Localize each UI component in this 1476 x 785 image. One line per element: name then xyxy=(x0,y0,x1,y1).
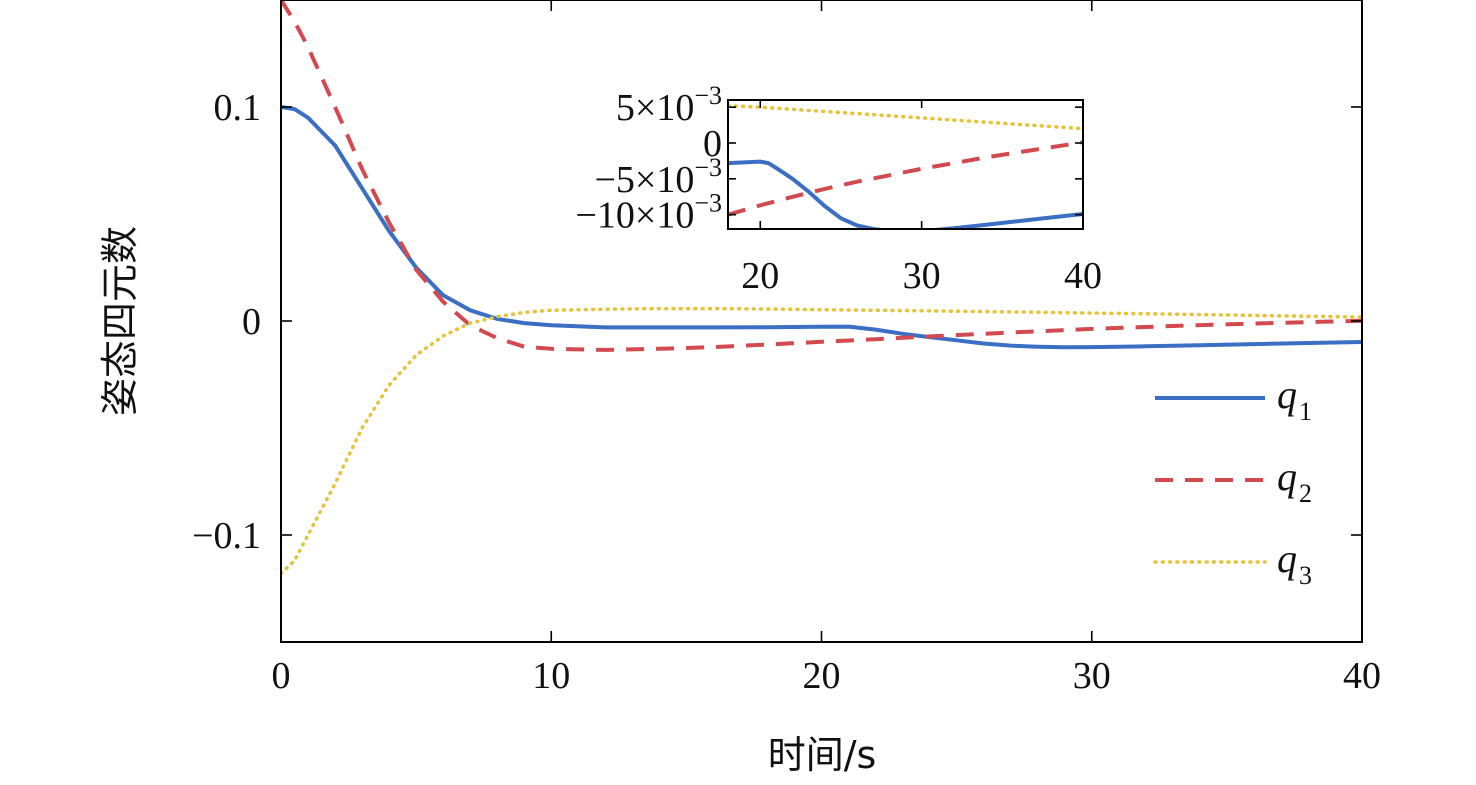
legend-label-q3: q3 xyxy=(1277,536,1312,590)
series-line-q1 xyxy=(281,105,1362,350)
series-line-q2 xyxy=(281,0,1362,352)
inset-x-tick-label: 30 xyxy=(903,255,941,297)
inset-series-line-q1 xyxy=(728,159,1083,229)
main-series-group xyxy=(281,0,1362,576)
inset-series-line-q2 xyxy=(728,140,1083,217)
y-tick-label: 0.1 xyxy=(214,87,262,129)
inset-y-tick-label: −5×10−3 xyxy=(594,153,722,201)
inset-y-tick-label: −10×10−3 xyxy=(575,189,722,237)
x-tick-label: 20 xyxy=(803,655,841,697)
x-tick-label: 0 xyxy=(272,655,291,697)
y-tick-label: 0 xyxy=(242,301,261,343)
x-axis-label: 时间/s xyxy=(768,733,877,777)
inset-y-tick-label: 5×10−3 xyxy=(616,81,722,129)
x-tick-label: 30 xyxy=(1073,655,1111,697)
inset-series-line-q3 xyxy=(728,103,1083,131)
x-tick-label: 10 xyxy=(532,655,570,697)
inset-x-tick-label: 20 xyxy=(741,255,779,297)
x-tick-label: 40 xyxy=(1343,655,1381,697)
legend-label-q1: q1 xyxy=(1277,372,1312,426)
inset-series-group xyxy=(728,103,1083,229)
y-tick-label: −0.1 xyxy=(192,515,261,557)
legend-label-q2: q2 xyxy=(1277,454,1312,508)
inset-background xyxy=(728,100,1083,229)
inset-plot: 20 30 40 5×10−30−5×10−3−10×10−3 xyxy=(575,81,1102,297)
inset-y-tick-label: 0 xyxy=(703,123,722,165)
series-line-q3 xyxy=(281,306,1362,576)
inset-x-tick-label: 40 xyxy=(1064,255,1102,297)
legend: q1 q2 q3 xyxy=(1153,372,1312,590)
inset-frame xyxy=(727,99,1084,230)
main-plot: 0 10 20 30 40 −0.1 0 0.1 xyxy=(192,0,1381,697)
y-axis-label: 姿态四元数 xyxy=(98,226,142,416)
